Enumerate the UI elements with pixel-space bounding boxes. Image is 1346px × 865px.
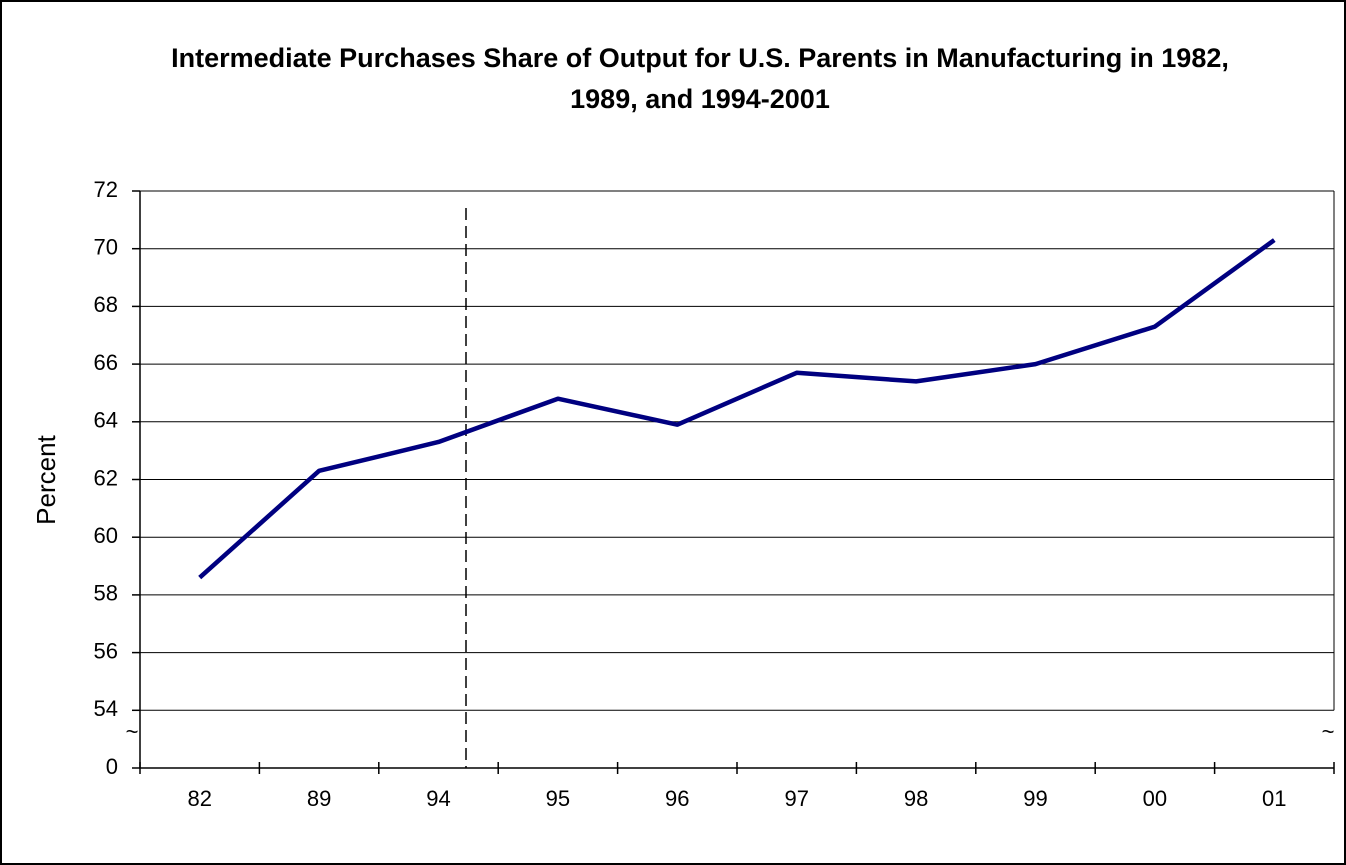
y-tick-label: 64 [94, 408, 118, 433]
y-axis-label: Percent [31, 434, 61, 524]
y-tick-label: 66 [94, 350, 118, 375]
axis-break: ~ [1322, 719, 1335, 744]
x-tick-label: 00 [1143, 786, 1167, 811]
chart-title: Intermediate Purchases Share of Output f… [171, 43, 1229, 114]
y-tick-label: 58 [94, 581, 118, 606]
x-tick-label: 94 [426, 786, 450, 811]
x-tick-label: 89 [307, 786, 331, 811]
x-tick-label: 99 [1023, 786, 1047, 811]
y-tick-label: 0 [106, 754, 118, 779]
y-tick-label: 72 [94, 177, 118, 202]
data-line [198, 238, 1276, 580]
x-tick-label: 96 [665, 786, 689, 811]
x-tick-label: 95 [546, 786, 570, 811]
y-tick-label: 56 [94, 638, 118, 663]
axis-break: ~ [126, 719, 139, 744]
x-tick-label: 98 [904, 786, 928, 811]
y-tick-label: 60 [94, 523, 118, 548]
x-tick-label: 82 [187, 786, 211, 811]
y-tick-label: 68 [94, 292, 118, 317]
x-tick-label: 01 [1262, 786, 1286, 811]
y-tick-label: 62 [94, 465, 118, 490]
y-tick-label: 70 [94, 235, 118, 260]
x-tick-label: 97 [784, 786, 808, 811]
y-tick-label: 54 [94, 696, 118, 721]
